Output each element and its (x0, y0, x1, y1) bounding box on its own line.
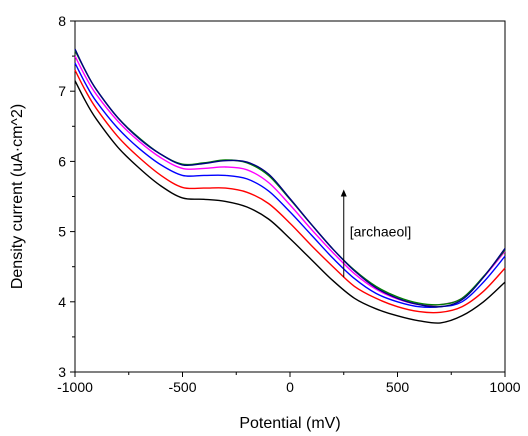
y-tick-label-3: 6 (58, 153, 66, 169)
y-tick-label-4: 7 (58, 83, 66, 99)
plot-area: -1000 -500 0 500 1000 3 4 5 6 7 8 [archaeol] (57, 13, 521, 395)
series-line-2 (74, 69, 506, 314)
x-axis-ticks: -1000 -500 0 500 1000 (57, 372, 521, 395)
series-layer (74, 48, 506, 324)
y-axis-label: Density current (uA·cm^2) (9, 104, 26, 289)
y-tick-label-0: 3 (58, 364, 66, 380)
series-line-4 (74, 55, 506, 307)
y-tick-label-2: 5 (58, 224, 66, 240)
series-line-5 (74, 50, 506, 306)
x-tick-label-1: -500 (168, 379, 196, 395)
y-axis-ticks: 3 4 5 6 7 8 (58, 13, 75, 380)
y-tick-label-5: 8 (58, 13, 66, 29)
series-line-3 (74, 62, 506, 308)
series-line-1 (74, 80, 506, 324)
annotation-label: [archaeol] (350, 224, 411, 240)
plot-frame (74, 20, 506, 373)
x-tick-label-3: 500 (386, 379, 410, 395)
series-line-6 (74, 48, 506, 308)
x-tick-label-2: 0 (286, 379, 294, 395)
x-tick-label-4: 1000 (489, 379, 520, 395)
x-axis-label: Potential (mV) (239, 415, 340, 432)
annotation: [archaeol] (340, 189, 411, 278)
annotation-arrow-head (340, 189, 347, 197)
x-tick-label-0: -1000 (57, 379, 93, 395)
y-tick-label-1: 4 (58, 294, 66, 310)
